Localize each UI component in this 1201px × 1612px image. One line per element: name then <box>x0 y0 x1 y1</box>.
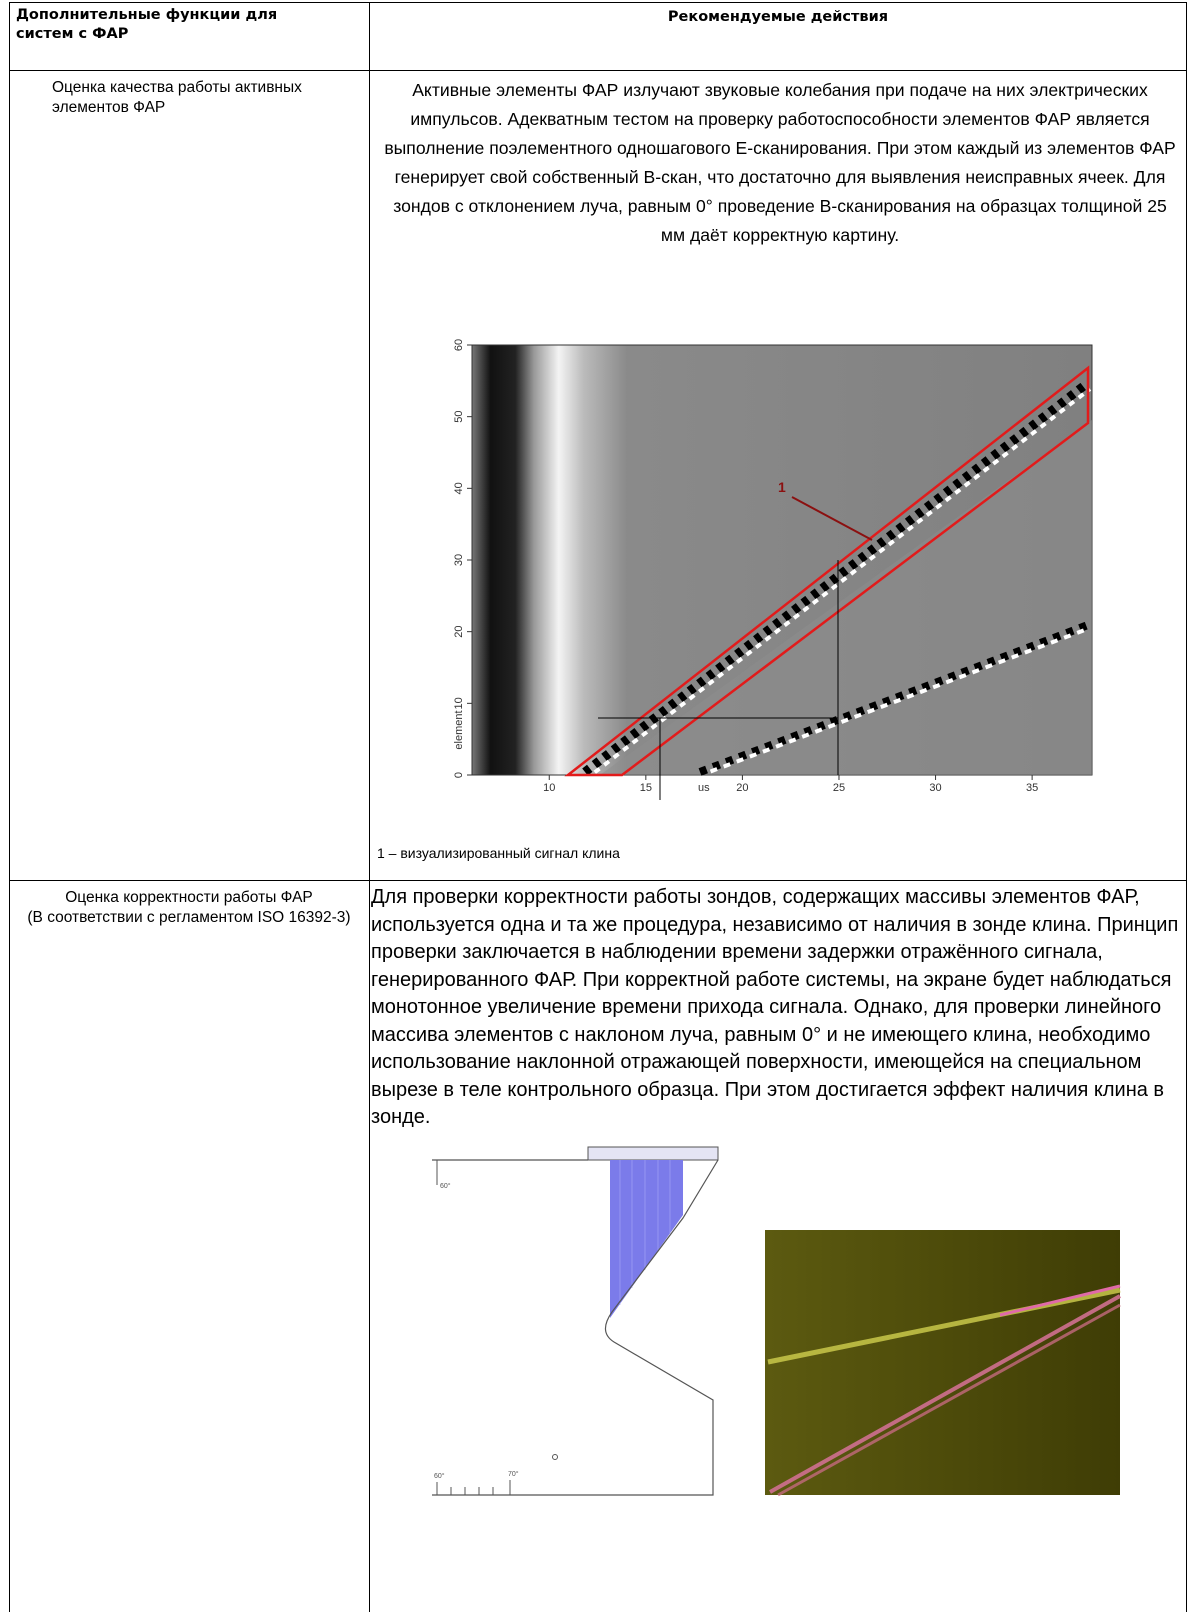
y-tick-label: 50 <box>453 411 465 423</box>
function-note: (В соответствии с регламентом ISO 16392-… <box>27 909 350 926</box>
function-text: Оценка корректности работы ФАР (В соответ… <box>14 888 364 928</box>
caption: 1 – визуализированный сигнал клина <box>377 845 620 861</box>
x-axis-label: us <box>698 782 710 794</box>
angle-label: 70° <box>508 1470 519 1478</box>
function-title: Оценка корректности работы ФАР <box>65 889 313 906</box>
table-border <box>9 880 1187 881</box>
x-tick-label: 15 <box>640 782 652 794</box>
callout-label: 1 <box>778 479 786 495</box>
actions-text: Для проверки корректности работы зондов,… <box>371 884 1186 1132</box>
y-tick-label: 60 <box>453 339 465 351</box>
y-tick-label: 0 <box>453 772 465 778</box>
y-tick-label: 30 <box>453 554 465 566</box>
y-tick-label: 10 <box>453 697 465 709</box>
x-tick-label: 20 <box>736 782 748 794</box>
beam-fan <box>610 1160 683 1318</box>
hole <box>553 1455 558 1460</box>
x-tick-label: 25 <box>833 782 845 794</box>
angle-label: 60° <box>434 1472 445 1480</box>
probe <box>588 1147 718 1160</box>
angle-label: 60° <box>440 1182 451 1190</box>
x-tick-label: 30 <box>929 782 941 794</box>
scale-ticks <box>437 1480 510 1495</box>
screen-image <box>765 1230 1120 1495</box>
y-axis-label: element <box>453 710 465 749</box>
reflector-figure: 60° 60° 70° <box>0 1100 1201 1520</box>
y-tick-label: 20 <box>453 626 465 638</box>
x-tick-label: 10 <box>543 782 555 794</box>
y-tick-label: 40 <box>453 482 465 494</box>
document: Дополнительные функции для систем с ФАР … <box>0 0 1201 1612</box>
x-tick-label: 35 <box>1026 782 1038 794</box>
